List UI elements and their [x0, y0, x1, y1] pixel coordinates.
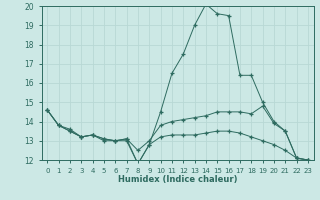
X-axis label: Humidex (Indice chaleur): Humidex (Indice chaleur) — [118, 175, 237, 184]
